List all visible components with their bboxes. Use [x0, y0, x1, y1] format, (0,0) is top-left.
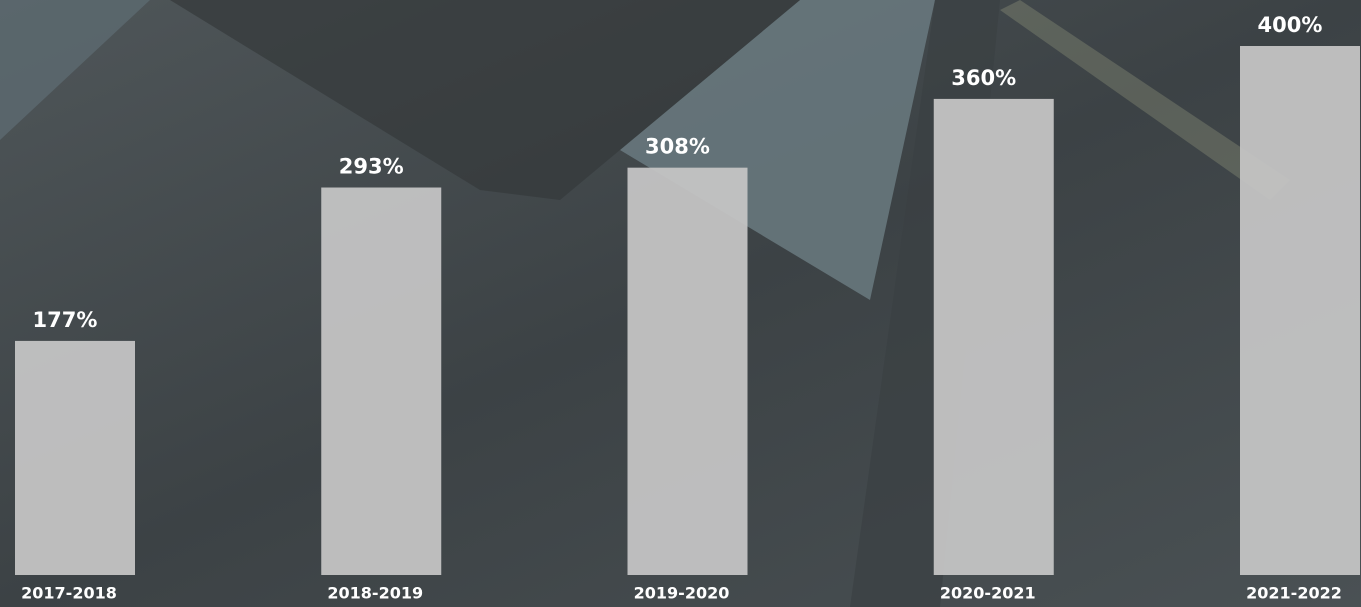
- bar: [321, 187, 442, 575]
- x-tick-label: 2017-2018: [21, 584, 117, 603]
- bar: [627, 167, 748, 576]
- value-label: 293%: [339, 155, 404, 179]
- x-tick-label: 2018-2019: [327, 584, 423, 603]
- value-label: 360%: [951, 66, 1016, 90]
- background-shape: [170, 0, 800, 200]
- value-label: 308%: [645, 135, 710, 159]
- bar: [1240, 46, 1360, 575]
- bar: [933, 98, 1054, 576]
- x-tick-label: 2020-2021: [940, 584, 1036, 603]
- value-label: 177%: [33, 308, 98, 332]
- value-label: 400%: [1258, 13, 1323, 37]
- x-tick-label: 2019-2020: [634, 584, 730, 603]
- background-shape: [620, 0, 935, 300]
- bar: [15, 340, 135, 575]
- background-shape: [0, 0, 150, 140]
- background-light: [1000, 0, 1290, 200]
- x-tick-label: 2021-2022: [1246, 584, 1342, 603]
